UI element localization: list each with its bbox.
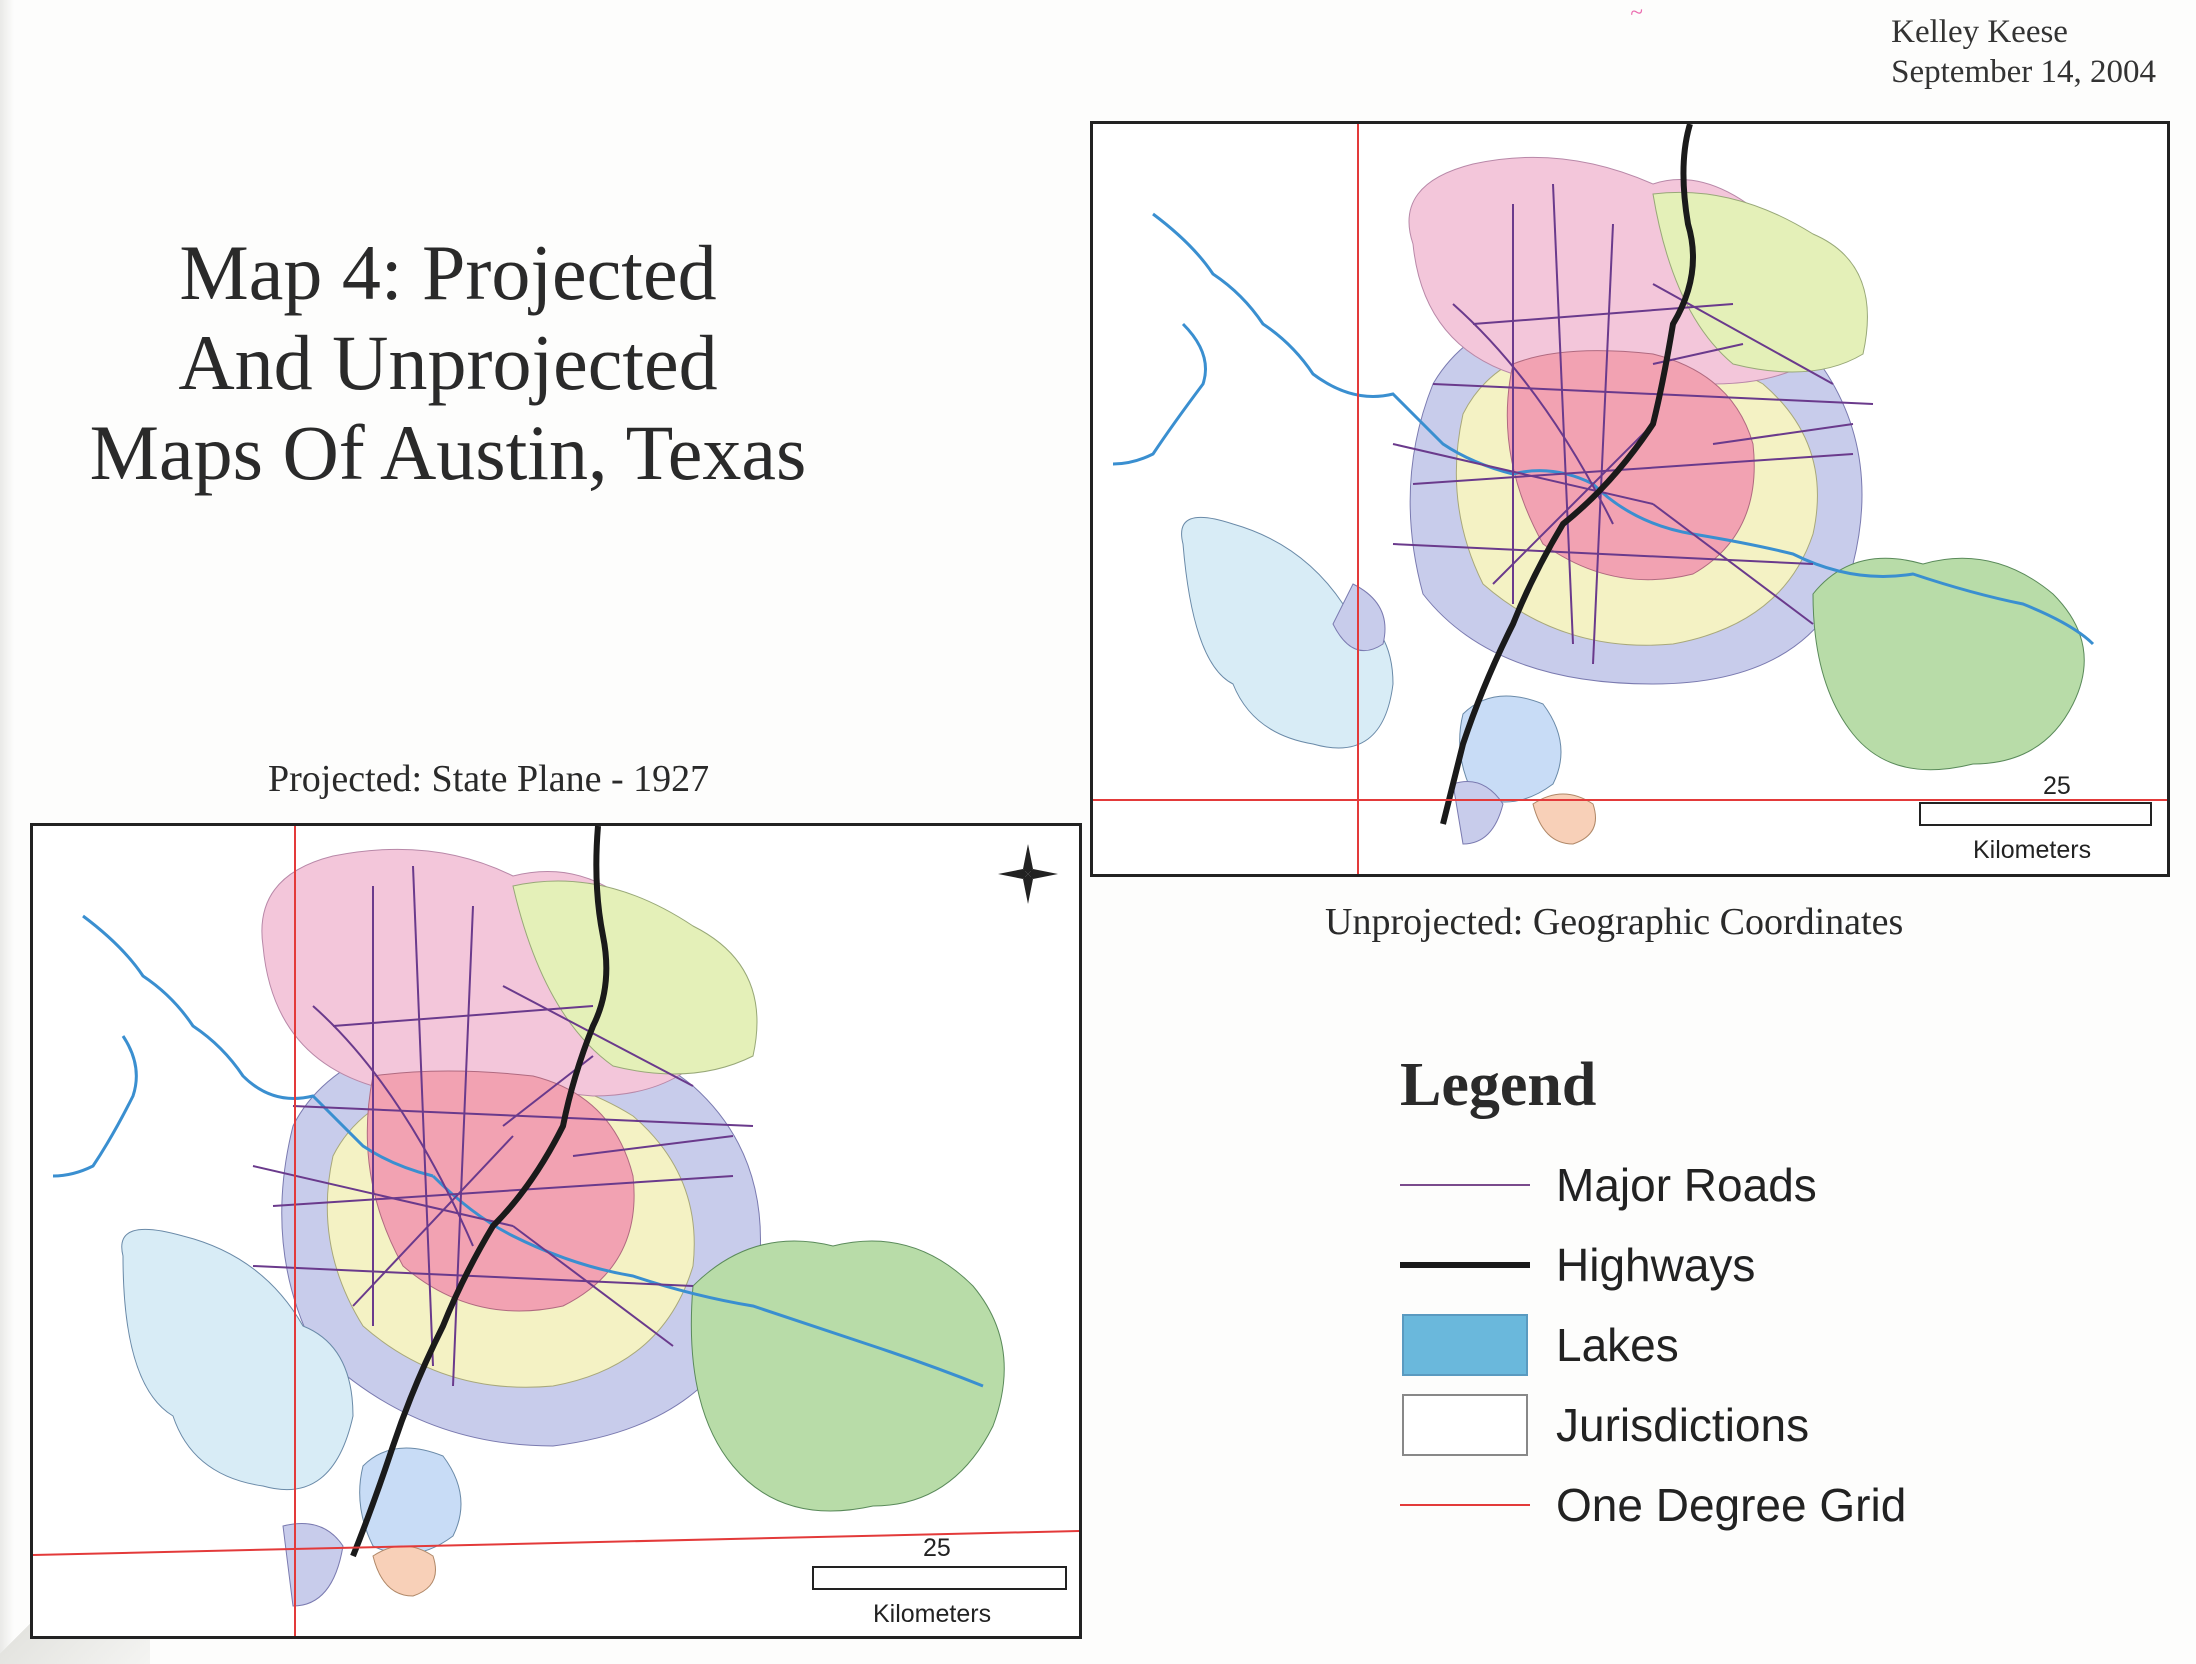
legend-label: Major Roads bbox=[1556, 1159, 1817, 1211]
unprojected-scale-bar: 25 Kilometers bbox=[1919, 772, 2152, 864]
unprojected-map: 25 Kilometers bbox=[1090, 121, 2170, 877]
highways-symbol bbox=[1400, 1232, 1530, 1298]
unprojected-scale-value: 25 bbox=[2043, 772, 2071, 800]
title-line-3: Maps Of Austin, Texas bbox=[89, 409, 807, 496]
unprojected-lakes bbox=[1112, 212, 2095, 646]
author-name: Kelley Keese bbox=[1891, 14, 2068, 50]
legend-item-highways: Highways bbox=[1400, 1225, 2120, 1305]
projected-grid bbox=[33, 826, 1079, 1636]
unprojected-jurisdictions bbox=[1181, 156, 2085, 845]
projected-jurisdictions bbox=[121, 848, 1005, 1607]
compass-rose-icon bbox=[998, 844, 1058, 904]
legend-label: Jurisdictions bbox=[1556, 1399, 1810, 1451]
unprojected-grid bbox=[1093, 124, 2167, 874]
title-line-2: And Unprojected bbox=[178, 319, 718, 406]
scan-edge bbox=[0, 0, 14, 1664]
projected-caption: Projected: State Plane - 1927 bbox=[268, 758, 710, 800]
one-degree-grid-symbol bbox=[1400, 1472, 1530, 1538]
legend-label: Highways bbox=[1556, 1239, 1756, 1291]
legend: Legend Major Roads Highways Lakes Jurisd… bbox=[1400, 1050, 2120, 1545]
lakes-symbol bbox=[1400, 1312, 1530, 1378]
author-block: Kelley Keese September 14, 2004 bbox=[1891, 12, 2156, 92]
unprojected-map-canvas: 25 Kilometers bbox=[1093, 124, 2167, 874]
projected-map: 25 Kilometers bbox=[30, 823, 1082, 1639]
title-line-1: Map 4: Projected bbox=[179, 229, 717, 316]
major-roads-symbol bbox=[1400, 1152, 1530, 1218]
handwritten-scribble: ~ bbox=[1628, 0, 1645, 27]
legend-item-jurisdictions: Jurisdictions bbox=[1400, 1385, 2120, 1465]
legend-item-lakes: Lakes bbox=[1400, 1305, 2120, 1385]
jurisdictions-symbol bbox=[1400, 1392, 1530, 1458]
legend-item-major-roads: Major Roads bbox=[1400, 1145, 2120, 1225]
legend-item-one-degree-grid: One Degree Grid bbox=[1400, 1465, 2120, 1545]
unprojected-major-roads bbox=[1392, 183, 1874, 665]
unprojected-highway bbox=[1440, 124, 1696, 825]
projected-scale-value: 25 bbox=[923, 1534, 951, 1562]
author-date: September 14, 2004 bbox=[1891, 54, 2156, 90]
unprojected-caption: Unprojected: Geographic Coordinates bbox=[1325, 901, 1904, 943]
projected-scale-unit: Kilometers bbox=[873, 1600, 991, 1628]
legend-title: Legend bbox=[1400, 1051, 1597, 1119]
legend-label: One Degree Grid bbox=[1556, 1479, 1907, 1531]
projected-scale-bar: 25 Kilometers bbox=[812, 1534, 1067, 1628]
projected-map-canvas: 25 Kilometers bbox=[33, 826, 1079, 1636]
unprojected-scale-unit: Kilometers bbox=[1973, 836, 2091, 864]
projected-highway bbox=[350, 826, 610, 1558]
projected-lakes bbox=[52, 914, 984, 1388]
page-title: Map 4: Projected And Unprojected Maps Of… bbox=[38, 228, 858, 498]
legend-label: Lakes bbox=[1556, 1319, 1679, 1371]
